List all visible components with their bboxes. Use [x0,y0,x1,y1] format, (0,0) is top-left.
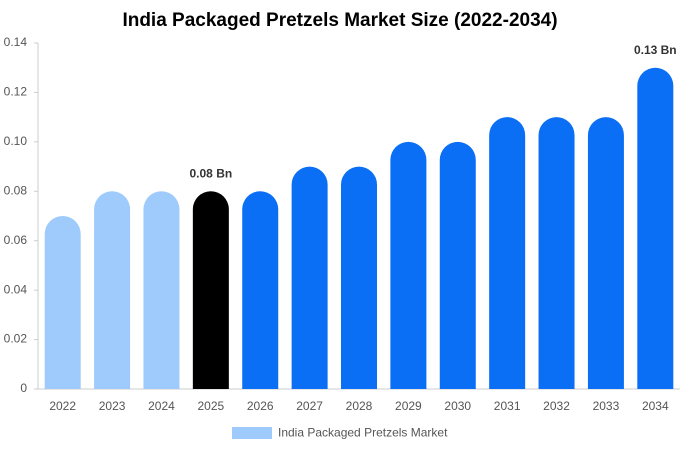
x-tick-label: 2028 [346,399,373,413]
x-tick-label: 2031 [494,399,521,413]
y-tick-label: 0.14 [4,35,28,49]
y-tick-label: 0.10 [4,134,28,148]
bar [44,216,81,389]
x-tick-label: 2024 [148,399,175,413]
x-tick-label: 2032 [543,399,570,413]
value-label: 0.08 Bn [190,166,233,180]
legend-label: India Packaged Pretzels Market [278,426,448,440]
bar [192,191,229,389]
bar [94,191,131,389]
bar [390,141,427,389]
x-tick-label: 2030 [444,399,471,413]
x-tick-label: 2026 [247,399,274,413]
value-label: 0.13 Bn [634,43,677,57]
bar [439,141,476,389]
y-tick-label: 0.04 [4,282,28,296]
bar [143,191,180,389]
x-tick-label: 2034 [642,399,669,413]
x-tick-label: 2022 [49,399,76,413]
x-tick-label: 2023 [99,399,126,413]
y-tick-label: 0.02 [4,332,28,346]
x-tick-label: 2033 [593,399,620,413]
y-tick-label: 0.06 [4,233,28,247]
bar [242,191,279,389]
bar [341,166,377,389]
y-tick-label: 0.12 [4,85,28,99]
bar [291,166,328,389]
bar [538,117,575,389]
legend-swatch [232,427,272,439]
x-tick-label: 2027 [296,399,323,413]
chart-title: India Packaged Pretzels Market Size (202… [122,10,557,31]
y-tick-label: 0 [20,381,27,395]
bar [637,67,674,389]
x-tick-label: 2025 [197,399,224,413]
bar [489,117,526,390]
x-tick-label: 2029 [395,399,422,413]
bar [587,117,624,389]
y-tick-label: 0.08 [4,183,28,197]
